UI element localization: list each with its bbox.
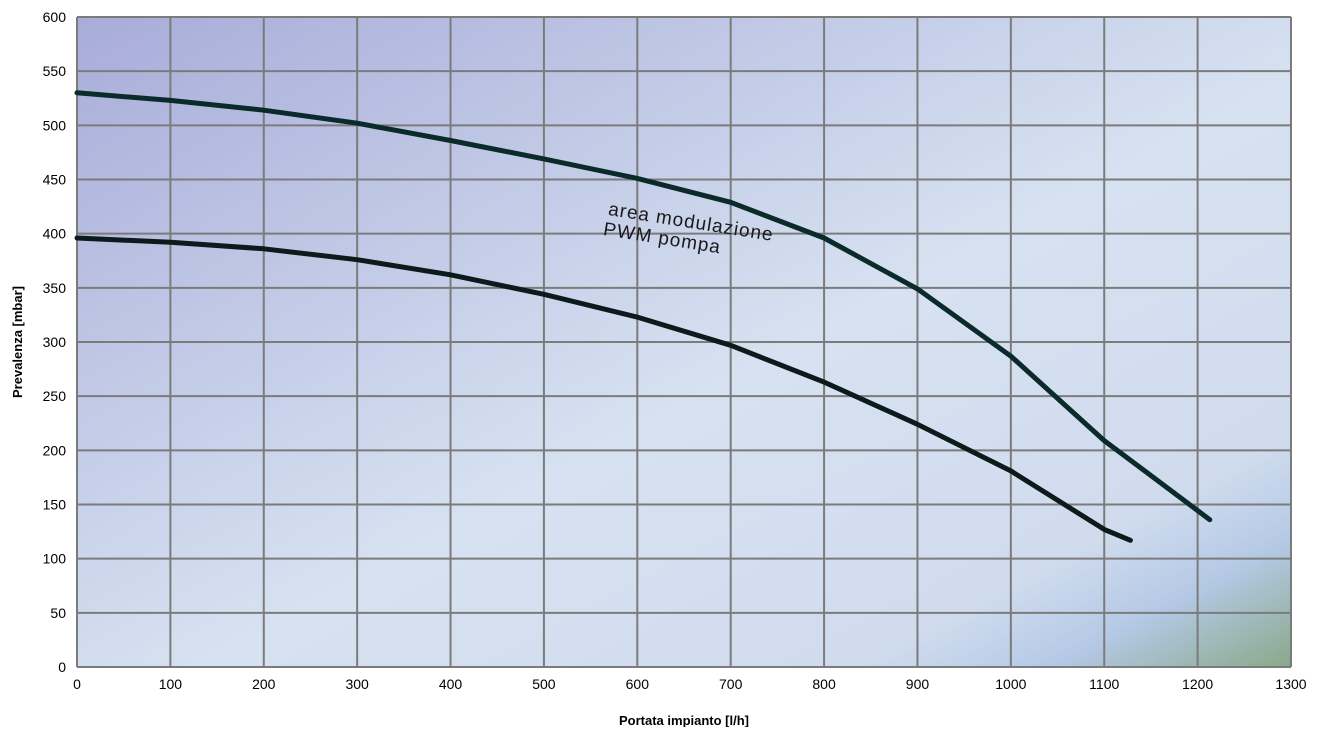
y-tick-label: 100: [43, 551, 67, 567]
y-tick-label: 500: [43, 117, 67, 133]
y-tick-label: 0: [58, 659, 66, 675]
y-tick-label: 550: [43, 63, 67, 79]
x-tick-label: 100: [159, 676, 183, 692]
x-tick-label: 1300: [1275, 676, 1306, 692]
x-axis-title: Portata impianto [l/h]: [619, 713, 749, 727]
x-tick-label: 300: [345, 676, 369, 692]
y-tick-label: 250: [43, 388, 67, 404]
series-line-1: [74, 90, 1213, 523]
y-tick-label: 450: [43, 172, 67, 188]
x-tick-label: 0: [73, 676, 81, 692]
y-tick-label: 150: [43, 497, 67, 513]
grid: [76, 16, 1292, 668]
y-axis-title: Prevalenza [mbar]: [10, 286, 25, 398]
y-tick-labels: 0 50 100 150 200 250 300 350 400 450 500 550 600: [43, 9, 67, 675]
x-tick-label: 1000: [995, 676, 1026, 692]
x-tick-label: 1200: [1182, 676, 1213, 692]
x-tick-label: 700: [719, 676, 743, 692]
y-tick-label: 50: [50, 605, 66, 621]
series-layer: [74, 90, 1213, 543]
x-tick-label: 600: [626, 676, 650, 692]
y-tick-label: 400: [43, 226, 67, 242]
x-tick-label: 800: [812, 676, 836, 692]
x-tick-label: 900: [906, 676, 930, 692]
y-tick-label: 600: [43, 9, 67, 25]
y-tick-label: 300: [43, 334, 67, 350]
x-tick-label: 200: [252, 676, 276, 692]
x-tick-label: 500: [532, 676, 556, 692]
x-tick-label: 1100: [1089, 676, 1119, 692]
y-tick-label: 350: [43, 280, 67, 296]
x-tick-labels: 0 100 200 300 400 500 600 700 800 900 1000 1100 1200…: [73, 676, 1307, 692]
series-line-2: [74, 235, 1133, 543]
x-tick-label: 400: [439, 676, 463, 692]
y-tick-label: 200: [43, 442, 67, 458]
